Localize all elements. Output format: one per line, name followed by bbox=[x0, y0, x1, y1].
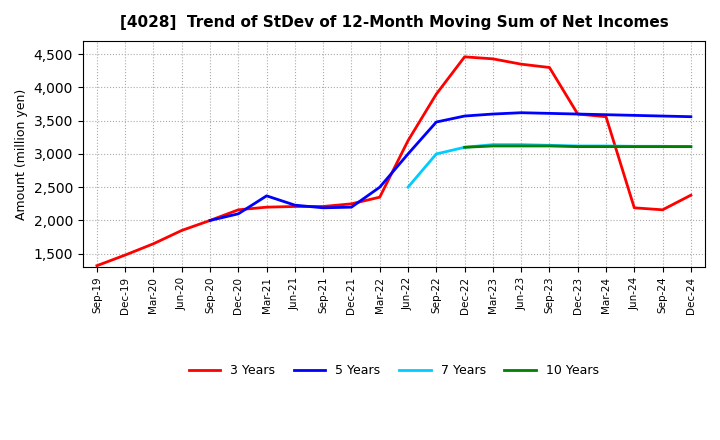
7 Years bbox=[687, 144, 696, 149]
10 Years bbox=[687, 144, 696, 149]
3 Years bbox=[489, 56, 498, 62]
5 Years bbox=[291, 202, 300, 208]
5 Years bbox=[687, 114, 696, 119]
5 Years bbox=[545, 111, 554, 116]
5 Years bbox=[460, 114, 469, 119]
10 Years bbox=[489, 143, 498, 149]
5 Years bbox=[262, 193, 271, 198]
Legend: 3 Years, 5 Years, 7 Years, 10 Years: 3 Years, 5 Years, 7 Years, 10 Years bbox=[184, 359, 603, 382]
5 Years bbox=[206, 218, 215, 223]
3 Years bbox=[177, 228, 186, 233]
5 Years bbox=[432, 119, 441, 125]
3 Years bbox=[404, 138, 413, 143]
3 Years bbox=[573, 111, 582, 117]
3 Years bbox=[262, 205, 271, 210]
Line: 5 Years: 5 Years bbox=[210, 113, 691, 220]
5 Years bbox=[630, 113, 639, 118]
7 Years bbox=[517, 142, 526, 147]
Title: [4028]  Trend of StDev of 12-Month Moving Sum of Net Incomes: [4028] Trend of StDev of 12-Month Moving… bbox=[120, 15, 668, 30]
3 Years bbox=[602, 114, 611, 119]
10 Years bbox=[573, 144, 582, 149]
3 Years bbox=[517, 62, 526, 67]
7 Years bbox=[573, 143, 582, 149]
3 Years bbox=[206, 218, 215, 223]
5 Years bbox=[602, 112, 611, 117]
10 Years bbox=[630, 144, 639, 149]
Line: 10 Years: 10 Years bbox=[464, 146, 691, 147]
3 Years bbox=[375, 194, 384, 200]
5 Years bbox=[573, 111, 582, 117]
5 Years bbox=[489, 111, 498, 117]
3 Years bbox=[93, 263, 102, 268]
3 Years bbox=[630, 205, 639, 210]
3 Years bbox=[121, 253, 130, 258]
7 Years bbox=[489, 142, 498, 147]
10 Years bbox=[460, 145, 469, 150]
5 Years bbox=[517, 110, 526, 115]
5 Years bbox=[404, 151, 413, 157]
3 Years bbox=[658, 207, 667, 213]
Line: 7 Years: 7 Years bbox=[408, 145, 691, 187]
3 Years bbox=[687, 193, 696, 198]
10 Years bbox=[517, 143, 526, 149]
7 Years bbox=[630, 143, 639, 149]
10 Years bbox=[545, 143, 554, 149]
7 Years bbox=[404, 184, 413, 190]
3 Years bbox=[149, 241, 158, 246]
3 Years bbox=[234, 207, 243, 213]
7 Years bbox=[460, 145, 469, 150]
7 Years bbox=[545, 143, 554, 148]
Line: 3 Years: 3 Years bbox=[97, 57, 691, 266]
Y-axis label: Amount (million yen): Amount (million yen) bbox=[15, 88, 28, 220]
5 Years bbox=[319, 205, 328, 210]
5 Years bbox=[347, 205, 356, 210]
7 Years bbox=[602, 143, 611, 149]
3 Years bbox=[291, 204, 300, 209]
5 Years bbox=[658, 114, 667, 119]
3 Years bbox=[347, 201, 356, 206]
5 Years bbox=[234, 211, 243, 216]
3 Years bbox=[432, 92, 441, 97]
3 Years bbox=[460, 54, 469, 59]
10 Years bbox=[658, 144, 667, 149]
5 Years bbox=[375, 184, 384, 190]
7 Years bbox=[658, 143, 667, 149]
7 Years bbox=[432, 151, 441, 157]
3 Years bbox=[545, 65, 554, 70]
10 Years bbox=[602, 144, 611, 149]
3 Years bbox=[319, 204, 328, 209]
